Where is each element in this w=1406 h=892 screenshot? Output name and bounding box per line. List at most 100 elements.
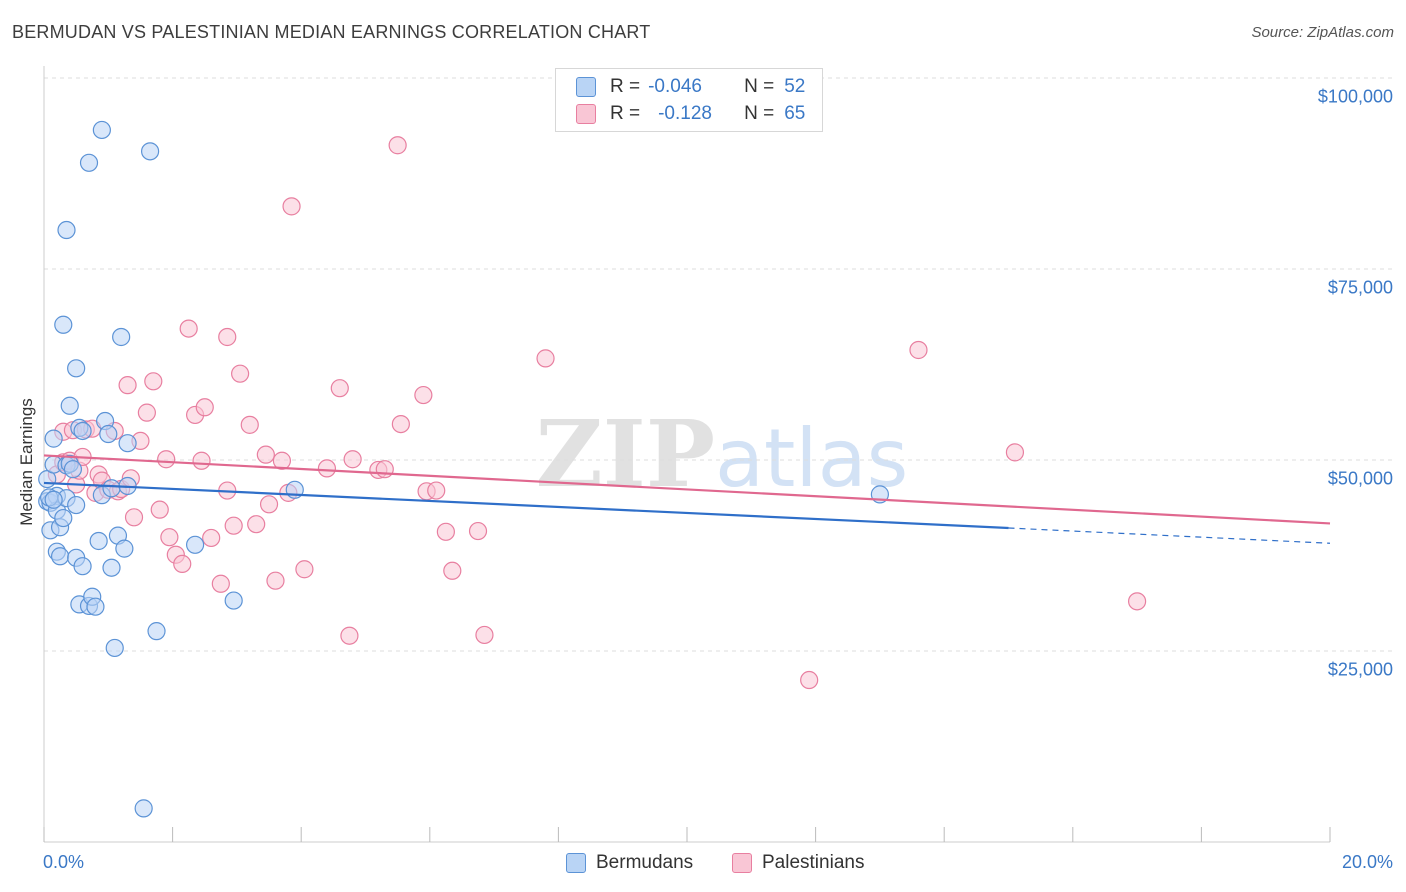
data-point <box>134 799 153 818</box>
data-point <box>67 359 86 378</box>
data-point <box>118 434 137 453</box>
source-label: Source: ZipAtlas.com <box>1251 24 1394 41</box>
data-point <box>144 372 163 391</box>
data-point <box>375 460 394 479</box>
data-point <box>317 459 337 478</box>
data-point <box>150 500 169 519</box>
bermudans-swatch <box>576 77 596 97</box>
legend-label: Palestinians <box>762 852 865 873</box>
n-label: N = <box>744 76 775 97</box>
data-point <box>1005 443 1025 462</box>
data-point <box>86 597 105 616</box>
data-point <box>137 403 156 422</box>
data-point <box>295 560 314 579</box>
data-point <box>60 396 79 415</box>
legend-item-bermudans[interactable]: Bermudans <box>566 852 693 874</box>
legend-item-palestinians[interactable]: Palestinians <box>732 852 864 874</box>
data-point <box>67 495 86 515</box>
r-value: -0.128 <box>658 103 712 124</box>
data-point <box>211 574 230 593</box>
trend-line-bermudans <box>43 481 1009 530</box>
data-point <box>92 120 111 140</box>
data-point <box>157 450 176 469</box>
x-tick-label: 20.0% <box>1341 852 1393 872</box>
data-point <box>102 558 121 577</box>
data-point <box>73 421 92 441</box>
r-label: R = <box>610 103 641 124</box>
data-point <box>391 414 410 434</box>
data-point <box>44 429 63 448</box>
data-point <box>282 197 301 216</box>
trend-line-palestinians <box>43 454 1331 525</box>
data-point <box>240 415 259 434</box>
data-point <box>89 531 108 551</box>
data-point <box>105 638 124 658</box>
data-point <box>536 349 555 368</box>
data-point <box>443 561 462 580</box>
data-point <box>63 460 83 479</box>
n-value: 65 <box>784 103 806 124</box>
data-point <box>231 364 250 383</box>
n-value: 52 <box>784 76 806 97</box>
data-point <box>73 557 92 576</box>
data-point <box>909 340 928 360</box>
data-point <box>800 670 819 690</box>
n-label: N = <box>744 103 775 124</box>
data-point <box>54 315 73 334</box>
data-point <box>160 528 179 547</box>
data-point <box>218 327 237 347</box>
data-point <box>256 445 275 464</box>
trend-line-bermudans-extension <box>1008 527 1331 544</box>
data-point <box>224 516 243 535</box>
data-point <box>388 136 407 155</box>
data-point <box>112 327 131 347</box>
data-point <box>102 479 121 498</box>
data-point <box>202 528 221 548</box>
r-value: -0.046 <box>648 76 702 97</box>
data-point <box>57 220 76 240</box>
data-point <box>44 490 63 509</box>
data-point <box>115 539 134 558</box>
data-point <box>173 554 192 574</box>
data-point <box>259 495 279 514</box>
y-tick-label: $100,000 <box>1317 86 1393 107</box>
y-tick-label: $25,000 <box>1327 659 1393 680</box>
data-point <box>79 153 99 172</box>
chart-title: BERMUDAN VS PALESTINIAN MEDIAN EARNINGS … <box>12 22 651 42</box>
data-point <box>192 451 211 470</box>
legend-label: Bermudans <box>596 852 694 873</box>
palestinians-swatch <box>576 104 596 124</box>
data-point <box>179 319 198 338</box>
data-point <box>436 522 455 541</box>
legend: Bermudans Palestinians <box>0 852 1406 876</box>
data-point <box>340 626 359 645</box>
data-point <box>266 571 285 590</box>
data-point <box>50 547 70 566</box>
data-point <box>186 535 205 554</box>
data-point <box>330 379 349 398</box>
bermudans-swatch <box>566 853 586 873</box>
r-label: R = <box>610 76 641 97</box>
data-point <box>1127 592 1147 611</box>
data-point <box>475 625 494 645</box>
data-point <box>468 521 488 541</box>
data-point <box>54 508 73 528</box>
data-point <box>224 591 243 610</box>
data-point <box>427 481 446 500</box>
correlation-stats-box: R = -0.046 N = 52 R = -0.128 N = 65 <box>555 68 823 132</box>
data-point <box>147 622 166 641</box>
palestinians-swatch <box>732 853 752 873</box>
stats-row-palestinians: R = -0.128 N = 65 <box>576 102 805 126</box>
data-point <box>99 424 118 444</box>
data-point <box>343 450 362 469</box>
data-point <box>414 385 433 405</box>
data-point <box>195 398 214 417</box>
data-point <box>247 515 266 534</box>
y-tick-label: $75,000 <box>1327 277 1393 298</box>
data-point <box>124 508 144 527</box>
data-point <box>140 142 160 161</box>
data-point <box>272 451 292 470</box>
x-tick-label: 0.0% <box>43 852 85 872</box>
y-tick-label: $50,000 <box>1327 468 1393 489</box>
